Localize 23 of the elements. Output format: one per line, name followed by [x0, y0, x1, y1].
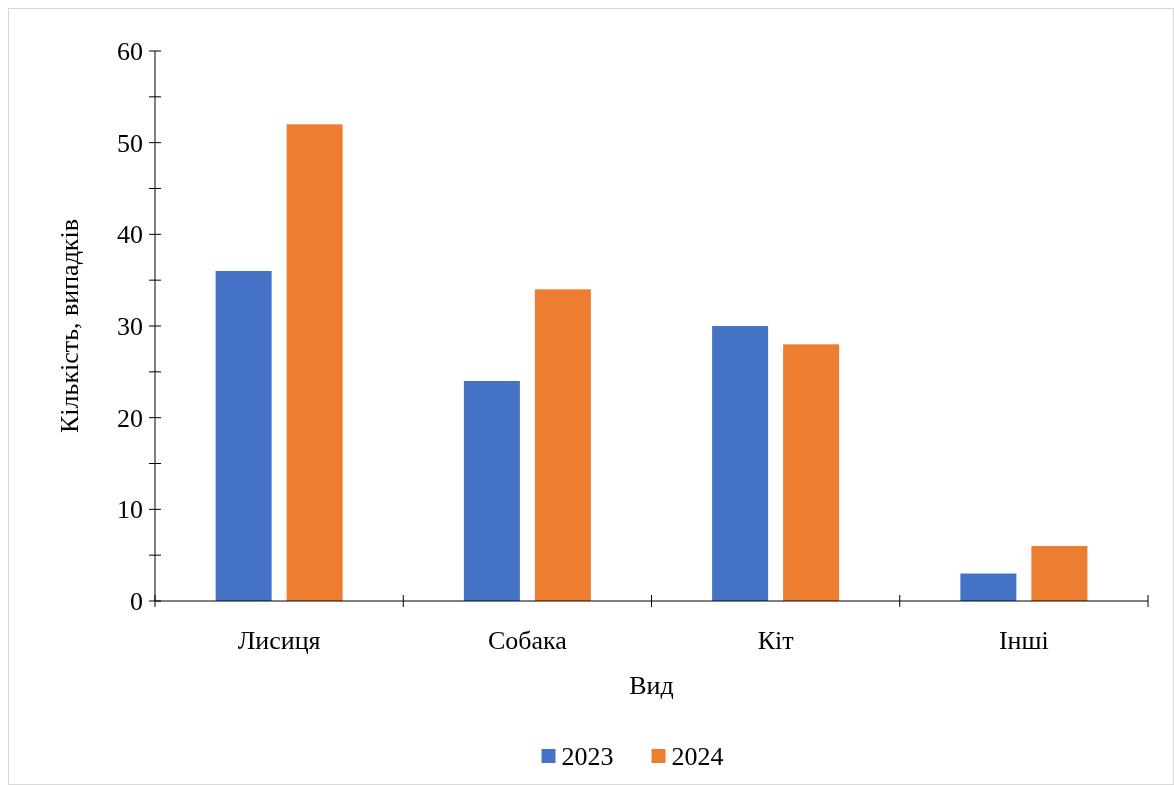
- x-tick-label: Інші: [998, 626, 1049, 655]
- y-tick-label: 0: [130, 587, 143, 617]
- bar: [712, 326, 769, 601]
- bar: [286, 124, 343, 601]
- bar: [463, 381, 520, 601]
- bar: [1031, 546, 1088, 601]
- y-tick-label: 60: [117, 37, 143, 67]
- bar: [215, 271, 272, 601]
- y-tick-label: 50: [117, 128, 143, 158]
- bar: [534, 289, 591, 601]
- y-tick-label: 20: [117, 403, 143, 433]
- bar: [960, 573, 1017, 601]
- x-axis-title: Вид: [629, 671, 674, 700]
- bar: [783, 344, 840, 601]
- x-tick-label: Лисиця: [237, 626, 321, 655]
- x-tick-label: Собака: [487, 626, 568, 655]
- legend-label: 2024: [671, 742, 724, 772]
- y-tick-label: 10: [117, 495, 143, 525]
- y-tick-label: 30: [117, 312, 143, 342]
- y-tick-label: 40: [117, 220, 143, 250]
- x-tick-label: Кіт: [757, 626, 794, 655]
- legend-label: 2023: [561, 742, 614, 772]
- y-axis-title: Кількість, випадків: [55, 218, 84, 434]
